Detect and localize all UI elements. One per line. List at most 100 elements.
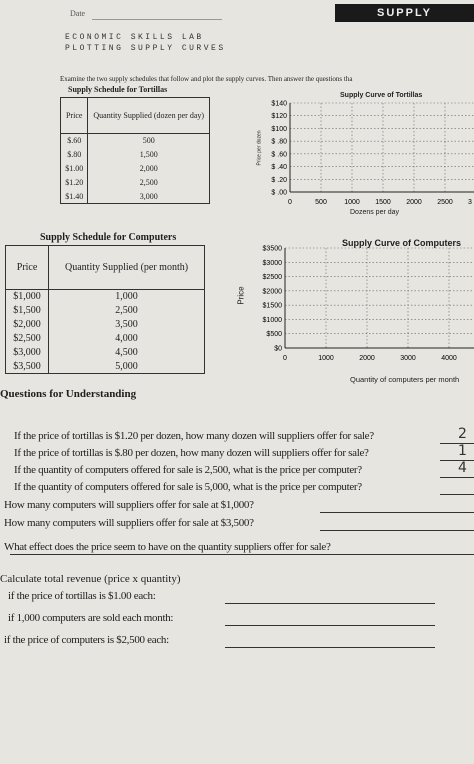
table-cell: $.60 (59, 133, 89, 148)
table-row: $2,000 3,500 (4, 317, 205, 332)
answer-line (440, 477, 474, 478)
y-tick-label: $ .60 (271, 151, 287, 158)
x-tick-label: 2500 (437, 199, 453, 206)
answer-line (225, 625, 435, 626)
y-tick-label: $1000 (263, 317, 283, 324)
x-tick-label: 3000 (400, 355, 416, 362)
table-cell: 3,500 (48, 317, 205, 332)
y-tick-label: $120 (271, 113, 287, 120)
answer-line (320, 512, 474, 513)
x-tick-label: 3 (468, 199, 472, 206)
table-row: $2,500 4,000 (4, 331, 205, 346)
y-tick-label: $ .40 (271, 164, 287, 171)
x-tick-label: 2000 (406, 199, 422, 206)
x-tick-label: 0 (288, 199, 292, 206)
y-tick-label: $2500 (263, 274, 283, 281)
revenue-item: if the price of tortillas is $1.00 each: (8, 590, 156, 602)
answer-line (225, 647, 435, 648)
column-header: Quantity Supplied (per month) (48, 245, 205, 290)
x-tick-label: 4000 (441, 355, 457, 362)
x-tick-label: 2000 (359, 355, 375, 362)
table-row: $1.00 2,000 (59, 161, 210, 176)
table-cell: 1,000 (48, 289, 205, 304)
question: If the price of tortillas is $1.20 per d… (14, 430, 374, 442)
table-title: Supply Schedule for Tortillas (68, 85, 168, 94)
subtitle: PLOTTING SUPPLY CURVES (65, 44, 226, 53)
table-cell: $2,500 (4, 331, 50, 346)
x-tick-label: 0 (283, 355, 287, 362)
question: How many computers will suppliers offer … (4, 517, 254, 529)
table-row: $3,000 4,500 (4, 345, 205, 360)
x-axis-label: Dozens per day (350, 209, 400, 216)
date-line (92, 19, 222, 20)
y-tick-label: $100 (271, 126, 287, 133)
answer-line (10, 554, 474, 555)
answer-line (440, 494, 474, 495)
y-tick-label: $140 (271, 101, 287, 108)
y-tick-label: $2000 (263, 288, 283, 295)
handwritten-answer: 2 (458, 426, 467, 442)
table-cell: $3,000 (4, 345, 50, 360)
question: If the price of tortillas is $.80 per do… (14, 447, 369, 459)
table-cell: $1.00 (59, 161, 89, 176)
y-tick-label: $0 (274, 346, 282, 353)
y-axis-label: Price per dozen (256, 130, 263, 166)
computer-table: Price Quantity Supplied (per month) $1,000… (4, 245, 205, 374)
badge: SUPPLY (335, 4, 474, 22)
y-tick-label: $ .80 (271, 139, 287, 146)
handwritten-answer: 4 (458, 460, 467, 476)
table-row: $1,000 1,000 (4, 289, 205, 304)
table-cell: 500 (87, 133, 210, 148)
table-cell: 2,500 (48, 303, 205, 318)
table-row: $.60 500 (59, 133, 210, 148)
table-cell: $2,000 (4, 317, 50, 332)
header-row: Price Quantity Supplied (per month) (4, 245, 205, 290)
x-tick-label: 1000 (344, 199, 360, 206)
question: What effect does the price seem to have … (4, 541, 331, 553)
date-label: Date (70, 9, 86, 18)
answer-line (320, 530, 474, 531)
instructions: Examine the two supply schedules that fo… (60, 75, 353, 83)
column-header: Quantity Supplied (dozen per day) (87, 97, 210, 134)
answer-line (225, 603, 435, 604)
table-cell: 1,500 (87, 147, 210, 162)
revenue-item: if the price of computers is $2,500 each… (4, 634, 169, 646)
table-cell: 2,500 (87, 175, 210, 190)
x-tick-label: 1000 (318, 355, 334, 362)
graph-title: Supply Curve of Tortillas (340, 92, 423, 99)
question: If the quantity of computers offered for… (14, 481, 362, 493)
table-row: $1.20 2,500 (59, 175, 210, 190)
question: How many computers will suppliers offer … (4, 499, 254, 511)
y-axis-label: Price (236, 286, 246, 305)
question: If the quantity of computers offered for… (14, 464, 362, 476)
y-tick-label: $3500 (263, 246, 283, 253)
x-tick-label: 1500 (375, 199, 391, 206)
column-header: Price (59, 97, 89, 134)
table-cell: 4,000 (48, 331, 205, 346)
table-row: $1,500 2,500 (4, 303, 205, 318)
title: ECONOMIC SKILLS LAB (65, 33, 204, 42)
table-cell: $1,500 (4, 303, 50, 318)
table-cell: 3,000 (87, 189, 210, 204)
table-row: $3,500 5,000 (4, 359, 205, 374)
x-tick-label: 500 (315, 199, 327, 206)
tortilla-table: Price Quantity Supplied (dozen per day) $.… (59, 97, 210, 204)
x-axis-label: Quantity of computers per month (350, 375, 460, 384)
table-row: $1.40 3,000 (59, 189, 210, 204)
revenue-item: if 1,000 computers are sold each month: (8, 612, 174, 624)
answer-line (440, 443, 474, 444)
table-cell: $1.40 (59, 189, 89, 204)
table-cell: 5,000 (48, 359, 205, 374)
revenue-heading: Calculate total revenue (price x quantit… (0, 573, 181, 585)
table-cell: $1,000 (4, 289, 50, 304)
y-tick-label: $ .20 (271, 177, 287, 184)
column-header: Price (4, 245, 50, 290)
answer-line (440, 460, 474, 461)
table-cell: $1.20 (59, 175, 89, 190)
table-cell: 2,000 (87, 161, 210, 176)
table-cell: $3,500 (4, 359, 50, 374)
y-tick-label: $1500 (263, 303, 283, 310)
y-tick-label: $ .00 (271, 190, 287, 197)
